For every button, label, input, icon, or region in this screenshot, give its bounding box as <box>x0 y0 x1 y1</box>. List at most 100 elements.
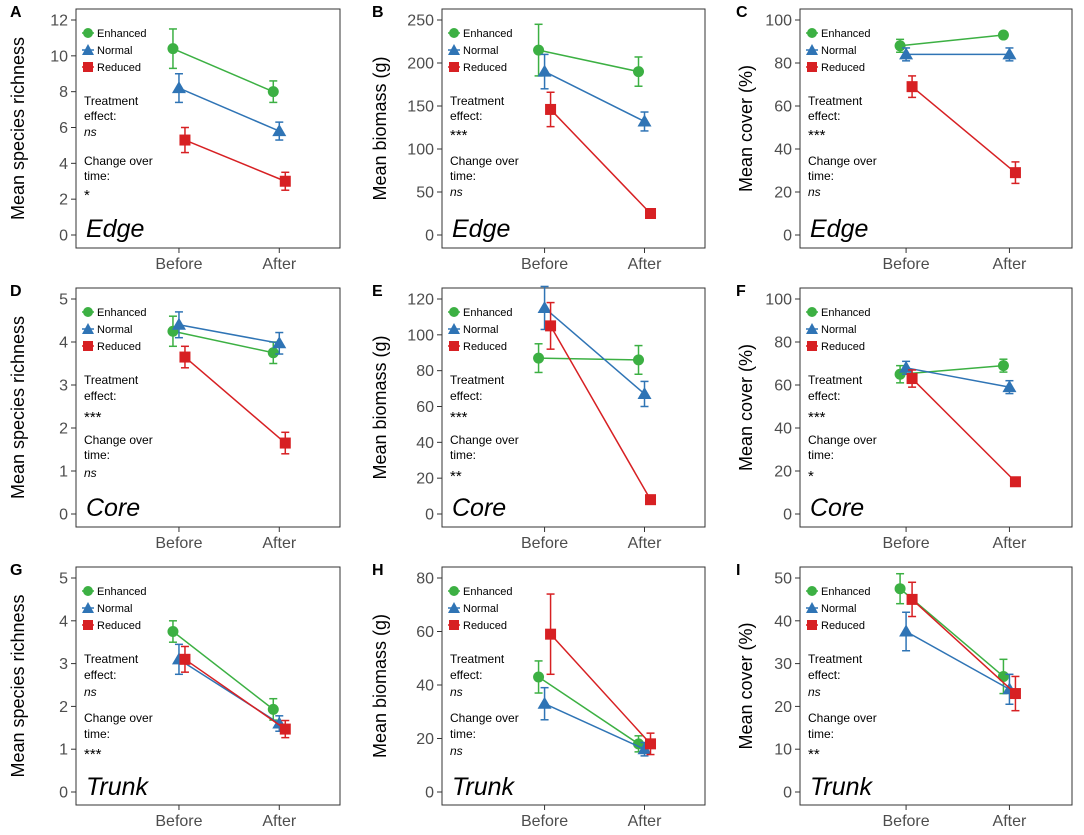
treatment-effect-value: *** <box>84 409 102 426</box>
change-over-time-label: time: <box>450 727 476 741</box>
legend-marker-reduced <box>83 62 93 72</box>
change-over-time-label: time: <box>84 727 110 741</box>
x-tick-label: Before <box>521 256 568 273</box>
series-line-enhanced <box>538 49 639 73</box>
y-tick-label: 5 <box>59 292 68 309</box>
x-tick-label: Before <box>883 535 930 552</box>
legend-label: Enhanced <box>821 586 871 598</box>
plot-frame <box>441 566 706 806</box>
x-tick-label: Before <box>521 535 568 552</box>
change-over-time-label: Change over <box>450 154 519 168</box>
data-point-enhanced <box>633 738 645 750</box>
legend-label: Reduced <box>97 62 141 74</box>
y-tick-label: 50 <box>774 571 792 588</box>
treatment-effect-value: *** <box>450 409 468 426</box>
treatment-effect-label: Treatment <box>808 652 863 666</box>
legend-marker-reduced <box>83 341 93 351</box>
y-tick-label: 20 <box>416 731 434 748</box>
change-over-time-label: time: <box>450 448 476 462</box>
y-tick-label: 0 <box>425 507 434 524</box>
y-tick-label: 10 <box>50 48 68 65</box>
series-line-reduced <box>184 356 286 444</box>
legend-label: Normal <box>97 45 132 57</box>
change-over-time-label: Change over <box>808 433 877 447</box>
data-point-enhanced <box>533 671 545 683</box>
treatment-effect-label: Treatment <box>84 373 139 387</box>
change-over-time-label: Change over <box>450 433 519 447</box>
legend-marker-enhanced <box>807 307 817 317</box>
legend-marker-enhanced <box>449 307 459 317</box>
y-tick-label: 3 <box>59 656 68 673</box>
legend-marker-enhanced <box>83 28 93 38</box>
panel-letter: E <box>372 283 383 300</box>
change-over-time-label: Change over <box>808 154 877 168</box>
treatment-effect-value: ns <box>84 685 97 699</box>
y-tick-label: 40 <box>416 435 434 452</box>
data-point-normal <box>171 81 186 94</box>
legend-marker-normal <box>448 323 460 334</box>
data-point-enhanced <box>533 352 545 364</box>
data-point-normal <box>272 124 287 137</box>
legend-label: Reduced <box>97 341 141 353</box>
x-tick-label: Before <box>521 813 568 830</box>
series-line-enhanced <box>172 630 274 710</box>
y-tick-label: 100 <box>407 142 434 159</box>
data-point-enhanced <box>997 360 1009 372</box>
treatment-effect-label: effect: <box>450 668 482 682</box>
treatment-effect-label: effect: <box>450 109 482 123</box>
series-line-normal <box>905 367 1010 388</box>
legend-label: Reduced <box>97 620 141 632</box>
change-over-time-value: * <box>808 468 814 485</box>
legend-marker-normal <box>448 44 460 55</box>
y-tick-label: 0 <box>425 785 434 802</box>
plot-frame <box>75 8 341 249</box>
series-line-reduced <box>911 86 1016 174</box>
data-point-reduced <box>279 723 291 735</box>
treatment-effect-label: effect: <box>84 109 116 123</box>
treatment-effect-label: effect: <box>808 109 840 123</box>
y-tick-label: 60 <box>416 399 434 416</box>
series-line-enhanced <box>538 676 639 745</box>
change-over-time-label: Change over <box>808 711 877 725</box>
change-over-time-label: time: <box>808 448 834 462</box>
series-line-reduced <box>549 325 652 501</box>
treatment-effect-label: Treatment <box>450 652 505 666</box>
y-tick-label: 40 <box>774 421 792 438</box>
legend-marker-reduced <box>807 341 817 351</box>
data-point-reduced <box>279 175 291 187</box>
data-point-normal <box>1002 380 1017 393</box>
series-line-reduced <box>911 378 1016 483</box>
y-tick-label: 20 <box>774 464 792 481</box>
y-tick-label: 4 <box>59 613 68 630</box>
region-label: Edge <box>452 215 510 243</box>
x-tick-label: Before <box>883 813 930 830</box>
panel-letter: I <box>736 562 740 579</box>
panel-letter: B <box>372 4 384 21</box>
data-point-reduced <box>645 738 657 750</box>
legend-marker-normal <box>806 44 818 55</box>
data-point-reduced <box>545 320 557 332</box>
series-line-enhanced <box>900 34 1004 47</box>
y-tick-label: 0 <box>425 228 434 245</box>
panel-letter: G <box>10 562 22 579</box>
y-tick-label: 50 <box>416 185 434 202</box>
x-tick-label: After <box>262 535 296 552</box>
y-tick-label: 40 <box>774 142 792 159</box>
data-point-reduced <box>179 351 191 363</box>
x-tick-label: After <box>262 256 296 273</box>
legend-marker-normal <box>82 44 94 55</box>
treatment-effect-label: Treatment <box>808 373 863 387</box>
legend-marker-enhanced <box>83 586 93 596</box>
legend-label: Enhanced <box>463 586 513 598</box>
data-point-enhanced <box>997 670 1009 682</box>
y-tick-label: 4 <box>59 335 68 352</box>
panel-letter: A <box>10 4 22 21</box>
x-tick-label: After <box>993 256 1027 273</box>
change-over-time-label: time: <box>450 169 476 183</box>
y-tick-label: 20 <box>774 699 792 716</box>
data-point-reduced <box>1009 688 1021 700</box>
panel-letter: C <box>736 4 748 21</box>
data-point-reduced <box>906 373 918 385</box>
series-line-normal <box>178 87 280 132</box>
plot-frame <box>75 287 341 528</box>
